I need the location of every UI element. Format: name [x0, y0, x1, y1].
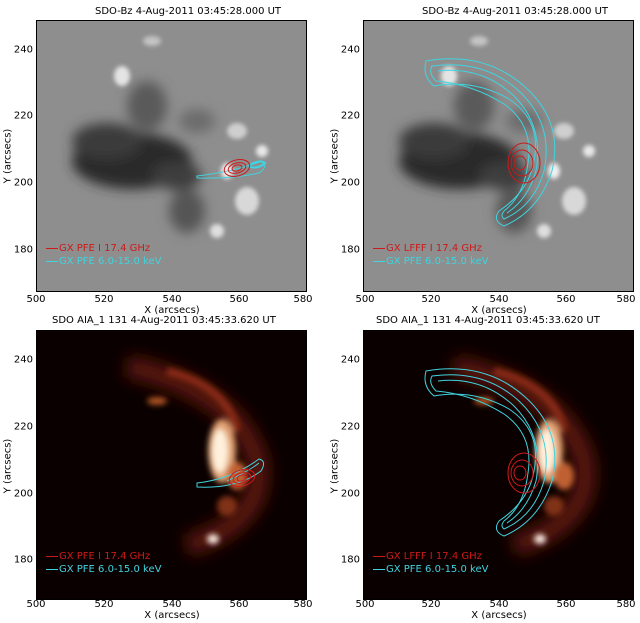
y-tick-label: 220: [13, 110, 33, 122]
x-tick-label: 560: [556, 599, 576, 610]
legend-item: GX PFE I 17.4 GHz: [46, 550, 161, 563]
legend-label: GX LFFF I 17.4 GHz: [386, 551, 482, 562]
legend-item: GX PFE 6.0-15.0 keV: [373, 255, 488, 268]
x-tick-label: 540: [489, 294, 509, 305]
y-tick-label: 220: [340, 110, 360, 122]
legend: GX PFE I 17.4 GHz GX PFE 6.0-15.0 keV: [46, 550, 161, 576]
y-axis-label: Y (arcsecs): [2, 438, 14, 494]
x-tick-label: 500: [355, 294, 375, 305]
legend-item: GX PFE 6.0-15.0 keV: [46, 255, 161, 268]
legend-swatch: [373, 261, 385, 262]
y-tick-label: 220: [13, 421, 33, 433]
y-tick-label: 180: [340, 554, 360, 566]
legend-label: GX PFE I 17.4 GHz: [59, 243, 151, 254]
y-axis-label: Y (arcsecs): [2, 128, 14, 184]
legend: GX PFE I 17.4 GHz GX PFE 6.0-15.0 keV: [46, 242, 161, 268]
x-tick-label: 560: [556, 294, 576, 305]
legend-item: GX PFE I 17.4 GHz: [46, 242, 161, 255]
y-axis-label: Y (arcsecs): [329, 128, 341, 184]
x-tick-label: 520: [421, 599, 441, 610]
y-tick-label: 180: [13, 554, 33, 566]
legend-item: GX LFFF I 17.4 GHz: [373, 242, 488, 255]
y-tick-label: 240: [13, 354, 33, 366]
x-tick-label: 560: [229, 294, 249, 305]
y-tick-label: 200: [13, 488, 33, 500]
y-tick-label: 180: [13, 244, 33, 256]
panel-title: SDO-Bz 4-Aug-2011 03:45:28.000 UT: [95, 6, 282, 17]
x-tick-label: 580: [616, 599, 636, 610]
legend-item: GX PFE 6.0-15.0 keV: [46, 563, 161, 576]
aia131-image: [36, 330, 307, 600]
aia131-image: [363, 330, 634, 600]
x-tick-label: 540: [162, 599, 182, 610]
magnetogram-image: [363, 20, 634, 292]
y-tick-label: 220: [340, 421, 360, 433]
x-tick-label: 520: [94, 599, 114, 610]
x-axis-label: X (arcsecs): [471, 610, 527, 621]
legend-label: GX PFE 6.0-15.0 keV: [59, 564, 162, 575]
legend-swatch: [373, 248, 385, 249]
legend-swatch: [46, 556, 58, 557]
legend-swatch: [373, 569, 385, 570]
x-tick-label: 500: [26, 294, 46, 305]
x-tick-label: 580: [293, 294, 313, 305]
y-tick-label: 180: [340, 244, 360, 256]
y-tick-label: 200: [13, 177, 33, 189]
x-tick-label: 540: [162, 294, 182, 305]
x-axis-label: X (arcsecs): [471, 305, 527, 316]
x-tick-label: 500: [355, 599, 375, 610]
legend-swatch: [373, 556, 385, 557]
y-tick-label: 240: [340, 44, 360, 56]
legend-swatch: [46, 261, 58, 262]
magnetogram-image: [36, 20, 307, 292]
legend-swatch: [46, 569, 58, 570]
panel-title: SDO AIA_1 131 4-Aug-2011 03:45:33.620 UT: [376, 315, 600, 326]
x-tick-label: 520: [94, 294, 114, 305]
legend-label: GX PFE 6.0-15.0 keV: [386, 256, 489, 267]
legend-swatch: [46, 248, 58, 249]
panel-title: SDO AIA_1 131 4-Aug-2011 03:45:33.620 UT: [52, 315, 276, 326]
panel-title: SDO-Bz 4-Aug-2011 03:45:28.000 UT: [422, 6, 609, 17]
legend: GX LFFF I 17.4 GHz GX PFE 6.0-15.0 keV: [373, 550, 488, 576]
legend-label: GX PFE 6.0-15.0 keV: [386, 564, 489, 575]
x-tick-label: 520: [421, 294, 441, 305]
legend-label: GX PFE 6.0-15.0 keV: [59, 256, 162, 267]
legend-item: GX PFE 6.0-15.0 keV: [373, 563, 488, 576]
legend-label: GX LFFF I 17.4 GHz: [386, 243, 482, 254]
x-tick-label: 580: [293, 599, 313, 610]
legend: GX LFFF I 17.4 GHz GX PFE 6.0-15.0 keV: [373, 242, 488, 268]
legend-item: GX LFFF I 17.4 GHz: [373, 550, 488, 563]
x-tick-label: 580: [616, 294, 636, 305]
x-axis-label: X (arcsecs): [144, 305, 200, 316]
legend-label: GX PFE I 17.4 GHz: [59, 551, 151, 562]
x-tick-label: 540: [489, 599, 509, 610]
x-tick-label: 500: [26, 599, 46, 610]
y-tick-label: 200: [340, 177, 360, 189]
y-tick-label: 200: [340, 488, 360, 500]
y-tick-label: 240: [13, 44, 33, 56]
y-axis-label: Y (arcsecs): [329, 438, 341, 494]
x-tick-label: 560: [229, 599, 249, 610]
x-axis-label: X (arcsecs): [144, 610, 200, 621]
y-tick-label: 240: [340, 354, 360, 366]
